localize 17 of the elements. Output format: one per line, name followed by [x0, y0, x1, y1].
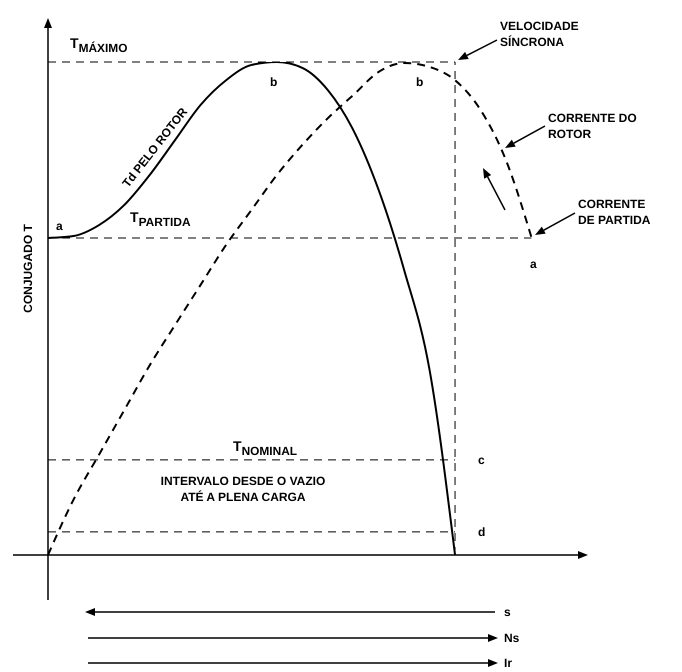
- annotation: b: [416, 75, 424, 89]
- annotation: c: [478, 453, 485, 467]
- annotation: d: [478, 525, 486, 539]
- text: Ns: [504, 631, 520, 645]
- text: Ir: [504, 656, 512, 670]
- annotation: a: [530, 257, 537, 271]
- annotation: a: [56, 219, 63, 233]
- annotation: CORRENTE DE PARTIDA: [578, 197, 651, 227]
- annotation: INTERVALO DESDE O VAZIO ATÉ A PLENA CARGA: [160, 474, 326, 504]
- text: CORRENTE DO ROTOR: [548, 111, 637, 141]
- annotation: b: [270, 75, 278, 89]
- ref-line-label: T$_{NOMINAL}$: [233, 438, 298, 458]
- text: VELOCIDADE SÍNCRONA: [500, 19, 579, 49]
- y-axis-title: CONJUGADO T: [21, 223, 35, 313]
- text: s: [504, 605, 511, 619]
- ref-line-label: T$_{PARTIDA}$: [130, 209, 191, 229]
- ref-line-label: T$_{MÁXIMO}$: [70, 35, 128, 55]
